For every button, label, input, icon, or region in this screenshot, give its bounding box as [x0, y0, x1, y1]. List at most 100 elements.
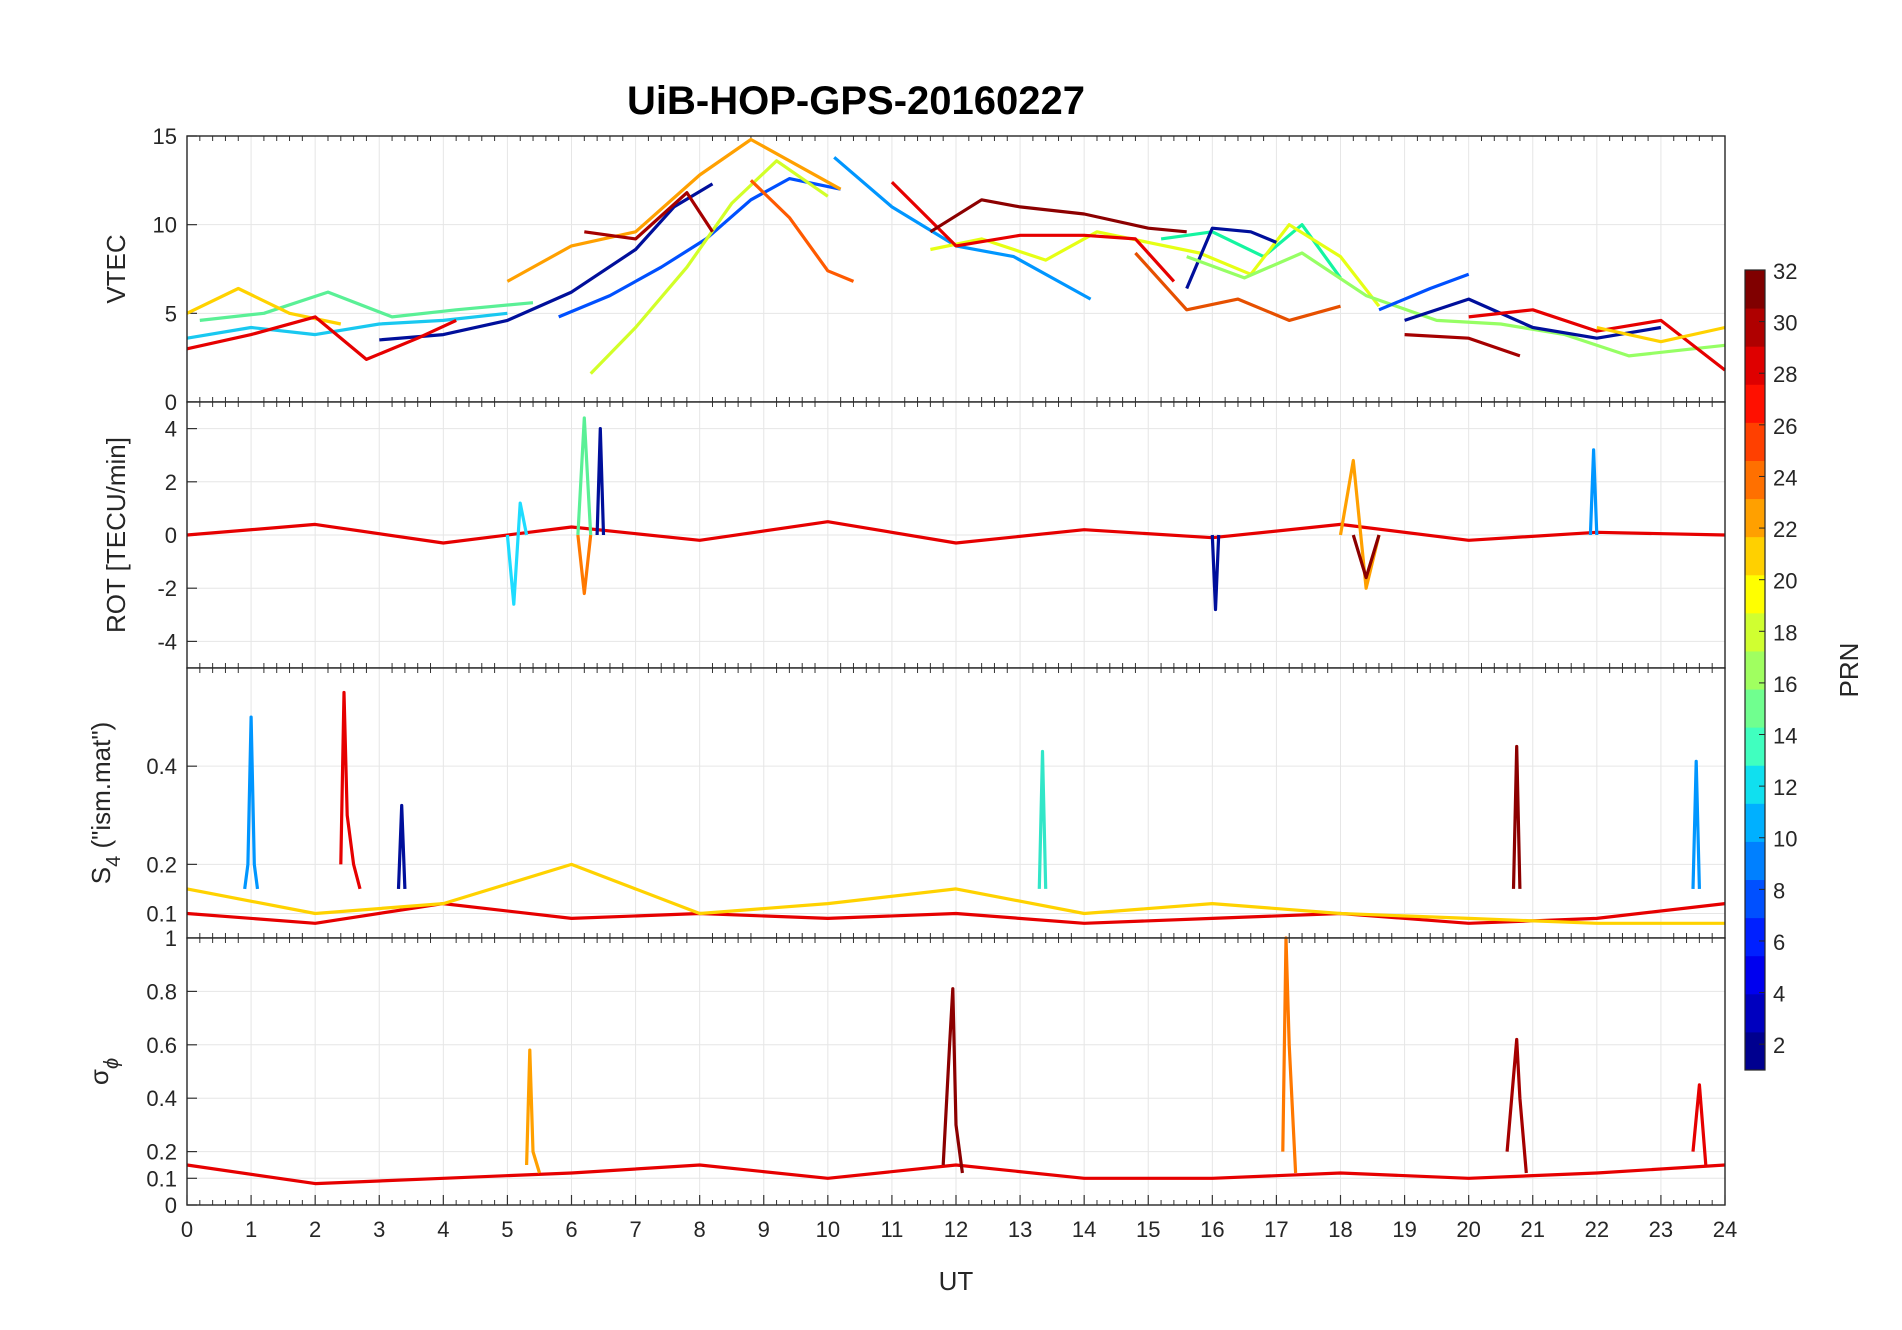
colorbar-tick-label: 18 — [1773, 620, 1797, 645]
colorbar-segment — [1745, 346, 1765, 385]
y-tick-label: 4 — [165, 417, 177, 442]
y-tick-label: 0.6 — [146, 1033, 177, 1058]
x-tick-label: 2 — [309, 1217, 321, 1242]
sigma-series-line — [1505, 1037, 1528, 1174]
x-tick-label: 19 — [1392, 1217, 1416, 1242]
colorbar-segment — [1745, 765, 1765, 804]
rot-y-axis-label: ROT [TECU/min] — [101, 437, 131, 633]
colorbar-segment — [1745, 955, 1765, 995]
x-tick-label: 11 — [880, 1217, 903, 1242]
rot-series-line — [1351, 534, 1381, 580]
rot-series-line — [1210, 534, 1221, 612]
x-tick-label: 0 — [181, 1217, 193, 1242]
y-tick-label: 0.1 — [146, 901, 177, 926]
vtec-series-line — [929, 198, 1187, 234]
vtec-series-line — [186, 311, 508, 340]
x-tick-label: 15 — [1136, 1217, 1160, 1242]
colorbar-segment — [1745, 917, 1765, 957]
y-tick-label: 5 — [165, 301, 177, 326]
vtec-series-line — [1378, 272, 1470, 312]
vtec-series-line — [1596, 325, 1726, 344]
y-tick-label: 0.1 — [146, 1166, 177, 1191]
s4-series-line — [396, 803, 407, 889]
vtec-series-line — [379, 182, 714, 342]
colorbar-segment — [1745, 308, 1765, 347]
x-tick-label: 10 — [816, 1217, 840, 1242]
rot-series-line — [576, 534, 593, 596]
x-tick-label: 14 — [1072, 1217, 1096, 1242]
colorbar-tick-label: 12 — [1773, 775, 1797, 800]
vtec-series-line — [833, 156, 1092, 301]
colorbar-segment — [1745, 460, 1765, 500]
vtec-y-axis-label: VTEC — [101, 234, 131, 303]
x-tick-label: 12 — [944, 1217, 968, 1242]
colorbar-tick-label: 28 — [1773, 362, 1797, 387]
vtec-series-line — [890, 180, 1176, 283]
colorbar-tick-label: 16 — [1773, 672, 1797, 697]
s4-series-line — [186, 862, 1725, 925]
vtec-series-line — [186, 315, 457, 361]
x-tick-label: 3 — [373, 1217, 385, 1242]
colorbar-tick-label: 24 — [1773, 465, 1797, 490]
x-axis: 0 1 2 3 4 5 6 7 8 9 10 11 12 13 14 15 16 17 18 19 20 21 22 23 24 — [181, 1195, 1737, 1242]
x-tick-label: 23 — [1649, 1217, 1673, 1242]
colorbar-segment — [1745, 993, 1765, 1033]
y-tick-label: 0.2 — [146, 852, 177, 877]
colorbar-tick-label: 2 — [1773, 1033, 1785, 1058]
colorbar-segment — [1745, 803, 1765, 842]
s4-series-line — [339, 690, 362, 890]
y-tick-label: 0.8 — [146, 979, 177, 1004]
colorbar-tick-label: 14 — [1773, 724, 1797, 749]
vtec-series-line — [589, 159, 829, 375]
x-tick-label: 9 — [758, 1217, 770, 1242]
x-tick-label: 24 — [1713, 1217, 1737, 1242]
x-tick-label: 6 — [565, 1217, 577, 1242]
y-tick-label: 15 — [153, 124, 177, 149]
rot-series-line — [595, 427, 606, 536]
vtec-series-line — [1404, 297, 1662, 340]
vtec-series-line — [1134, 251, 1341, 322]
colorbar-tick-label: 26 — [1773, 414, 1797, 439]
vtec-panel: 0 5 10 15 VTEC — [101, 124, 1726, 415]
s4-series-line — [243, 715, 260, 890]
x-axis-label: UT — [939, 1266, 974, 1296]
x-tick-label: 21 — [1521, 1217, 1545, 1242]
s4-y-axis-label: S4 ("ism.mat") — [86, 722, 125, 884]
y-tick-label: 0.4 — [146, 1086, 177, 1111]
sigma-series-line — [186, 1163, 1726, 1186]
y-tick-label: 0 — [165, 523, 177, 548]
sigma-series-line — [1691, 1083, 1708, 1166]
y-tick-label: -2 — [157, 576, 177, 601]
s4-series-line — [1691, 759, 1701, 889]
rot-panel: -4 -2 0 2 4 ROT [TECU/min] — [101, 401, 1726, 669]
colorbar-tick-label: 30 — [1773, 311, 1797, 336]
x-tick-label: 5 — [501, 1217, 513, 1242]
vtec-series-line — [1185, 226, 1278, 290]
colorbar-segment — [1745, 574, 1765, 614]
s4-series-line — [1037, 749, 1048, 889]
colorbar-segment — [1745, 879, 1765, 919]
sigma-panel: 00.10.2 0.4 0.6 0.8 1 σϕ — [84, 926, 1726, 1218]
colorbar-segment — [1745, 384, 1765, 423]
y-tick-label: 1 — [165, 926, 177, 951]
colorbar-segment — [1745, 841, 1765, 881]
x-tick-label: 22 — [1585, 1217, 1609, 1242]
x-tick-label: 1 — [245, 1217, 257, 1242]
rot-series-line — [576, 416, 593, 536]
x-tick-label: 18 — [1328, 1217, 1352, 1242]
colorbar-frame — [1744, 269, 1766, 1071]
sigma-series-line — [941, 987, 964, 1174]
s4-series-line — [1511, 744, 1522, 889]
vtec-series-line — [1186, 251, 1726, 358]
colorbar-tick-label: 20 — [1773, 569, 1797, 594]
colorbar-segment — [1745, 270, 1765, 309]
colorbar-segment — [1745, 650, 1765, 690]
colorbar-tick-label: 8 — [1773, 878, 1785, 903]
colorbar-segment — [1745, 727, 1765, 766]
vtec-series-line — [1404, 333, 1521, 358]
vtec-series-line — [506, 137, 842, 283]
colorbar-label: PRN — [1834, 643, 1864, 698]
x-tick-label: 16 — [1200, 1217, 1224, 1242]
vtec-series-line — [930, 223, 1381, 308]
